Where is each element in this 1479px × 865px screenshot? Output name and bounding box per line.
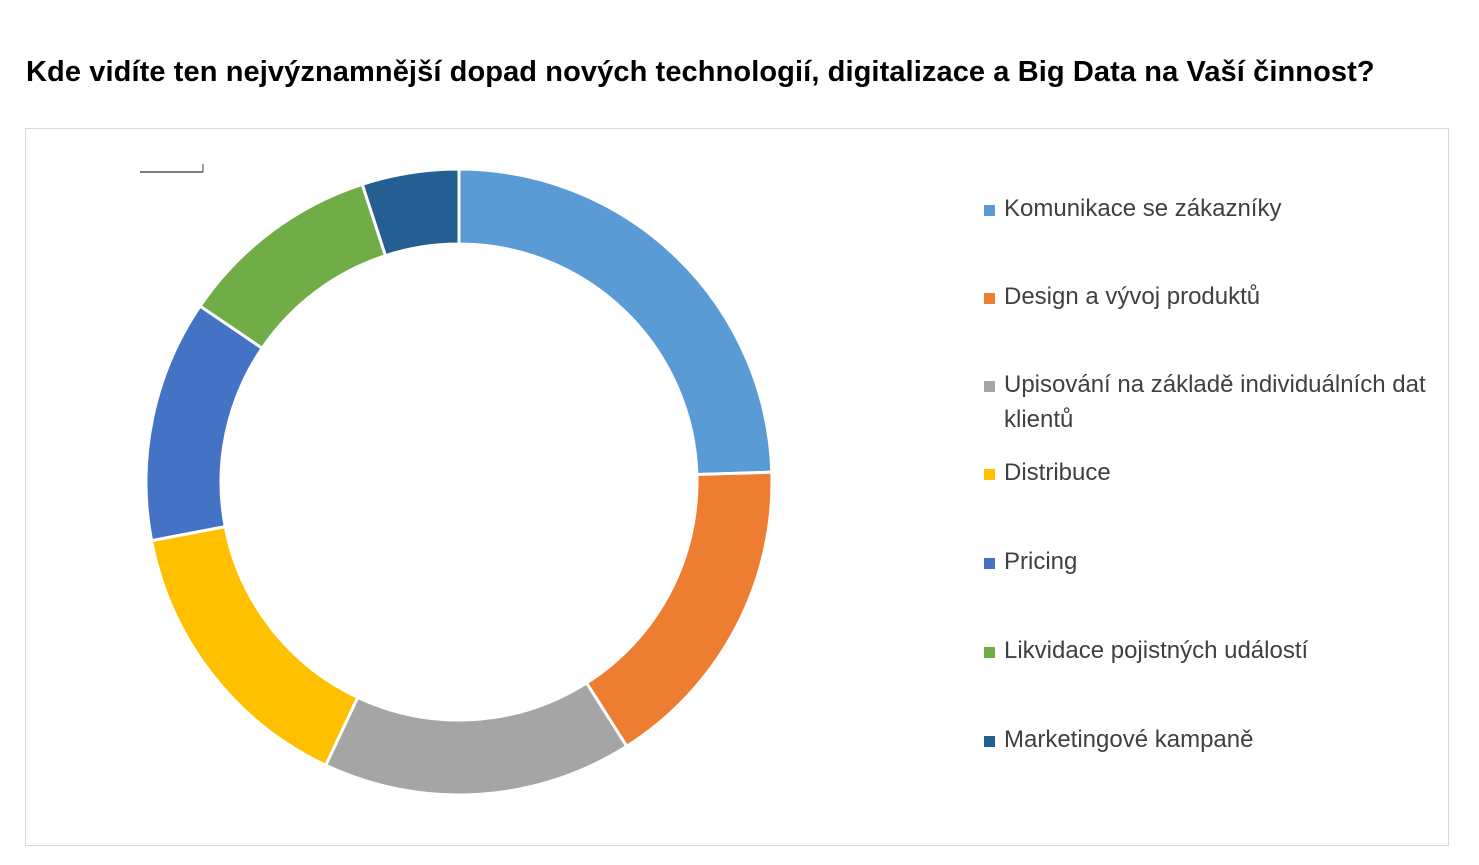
legend-swatch: [984, 736, 995, 747]
legend-label: Upisování na základě individuálních dat …: [1004, 371, 1426, 433]
legend-swatch: [984, 647, 995, 658]
donut-slice-7: [360, 167, 461, 258]
donut-slices: [144, 167, 774, 797]
legend-item: Likvidace pojistných událostí: [984, 637, 1444, 668]
donut-slice-4: [149, 524, 360, 768]
legend-label: Marketingové kampaně: [1004, 726, 1254, 753]
legend-item: Komunikace se zákazníky: [984, 195, 1444, 226]
donut-slice-2: [584, 470, 774, 749]
donut-slice-6: [198, 182, 388, 351]
legend-swatch: [984, 205, 995, 216]
legend-item: Pricing: [984, 548, 1444, 579]
legend-swatch: [984, 381, 995, 392]
legend-item: Upisování na základě individuálních dat …: [984, 371, 1444, 437]
legend-label: Pricing: [1004, 548, 1078, 575]
legend-label: Design a vývoj produktů: [1004, 283, 1261, 310]
legend-label: Likvidace pojistných událostí: [1004, 637, 1309, 664]
legend-item: Distribuce: [984, 459, 1444, 490]
donut-slice-1: [457, 167, 774, 477]
legend-label: Distribuce: [1004, 459, 1111, 486]
legend-swatch: [984, 558, 995, 569]
donut-slice-5: [144, 303, 265, 543]
legend-swatch: [984, 293, 995, 304]
legend-item: Design a vývoj produktů: [984, 283, 1444, 314]
legend-item: Marketingové kampaně: [984, 726, 1444, 757]
legend-swatch: [984, 469, 995, 480]
donut-slice-3: [323, 680, 629, 797]
page-title: Kde vidíte ten nejvýznamnější dopad nový…: [26, 56, 1375, 88]
legend-label: Komunikace se zákazníky: [1004, 195, 1282, 222]
